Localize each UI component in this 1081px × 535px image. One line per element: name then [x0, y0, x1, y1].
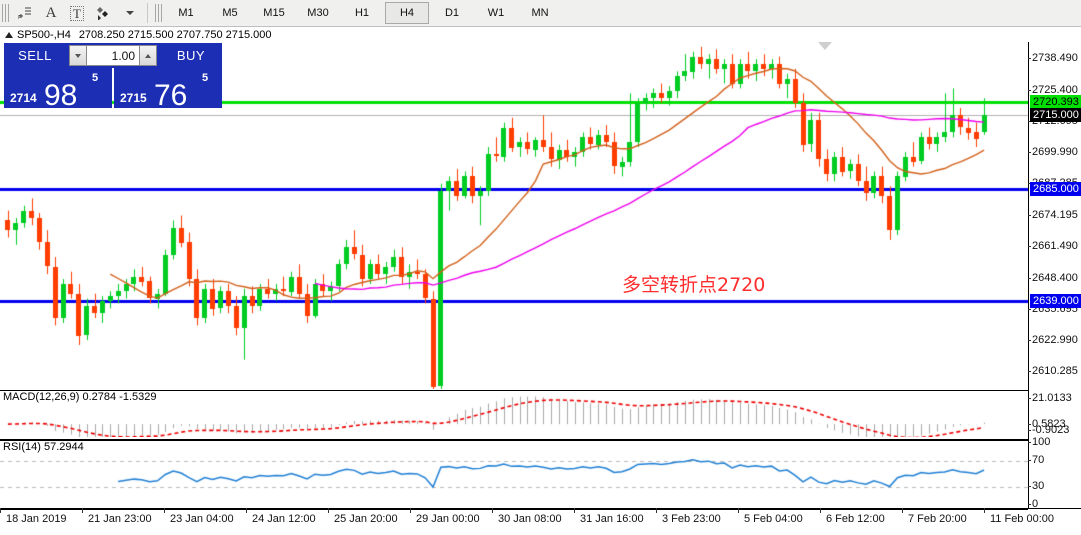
time-tick: 11 Feb 00:00 — [983, 508, 1055, 525]
timeframe-mn[interactable]: MN — [531, 7, 549, 19]
time-tick: 24 Jan 12:00 — [246, 508, 316, 525]
timeframe-group: M1 M5 M15 M30 H1 H4 D1 W1 MN — [165, 2, 561, 24]
time-tick: 3 Feb 23:00 — [656, 508, 721, 525]
price-tick: 2725.400 — [1028, 83, 1078, 96]
objects-dropdown-arrow[interactable] — [116, 2, 142, 24]
symbol-name: SP500-,H4 — [17, 28, 71, 41]
price-tick: 2610.285 — [1028, 365, 1078, 378]
time-tick: 29 Jan 00:00 — [410, 508, 480, 525]
chart-shift-marker-icon[interactable] — [818, 42, 832, 50]
toolbar-drag-handle[interactable] — [2, 4, 9, 22]
timeframe-m15[interactable]: M15 — [263, 7, 285, 19]
rsi-label: RSI(14) 57.2944 — [3, 441, 84, 453]
chart-annotation-text: 多空转折点2720 — [622, 274, 766, 296]
volume-field-wrap: 1.00 — [66, 43, 160, 68]
macd-tick: 0.5823 — [1028, 418, 1066, 430]
price-tick: 2699.990 — [1028, 145, 1078, 158]
timeframe-m5[interactable]: M5 — [222, 7, 238, 19]
buy-price-display[interactable]: 2715 76 5 — [114, 68, 222, 112]
macd-tick: 21.0133 — [1028, 392, 1072, 404]
timeframe-w1[interactable]: W1 — [487, 7, 505, 19]
rsi-tick: 30 — [1027, 480, 1045, 493]
rsi-tick: 70 — [1027, 453, 1045, 466]
toolbar-separator — [147, 3, 148, 23]
price-tick: 2622.990 — [1028, 334, 1078, 347]
time-tick: 30 Jan 08:00 — [492, 508, 562, 525]
objects-icon[interactable] — [90, 2, 116, 24]
text-A-icon[interactable]: A — [45, 4, 57, 21]
top-toolbar: F A T M1 M5 M15 M30 H1 H4 D1 W1 MN — [0, 0, 1081, 27]
one-click-trading-panel: SELL 1.00 BUY 2714 98 5 2715 76 5 — [4, 43, 222, 112]
symbol-ohlc: 2708.250 2715.500 2707.750 2715.000 — [78, 28, 272, 41]
price-label-resistance[interactable]: 2720.393 — [1030, 95, 1081, 110]
time-tick: 21 Jan 23:00 — [82, 508, 152, 525]
sell-price-display[interactable]: 2714 98 5 — [4, 68, 112, 112]
price-tick: 2738.490 — [1028, 51, 1078, 64]
rsi-panel[interactable]: RSI(14) 57.2944 — [0, 440, 1028, 510]
rsi-tick: 0 — [1027, 498, 1039, 510]
volume-decrement-button[interactable] — [69, 45, 87, 66]
price-tick: 2648.400 — [1028, 272, 1078, 285]
time-tick: 18 Jan 2019 — [0, 508, 67, 525]
timeframe-h4[interactable]: H4 — [385, 2, 429, 24]
timeframe-h1[interactable]: H1 — [354, 7, 370, 19]
price-tick: 2661.490 — [1028, 240, 1078, 253]
quote-row: 2714 98 5 2715 76 5 — [4, 68, 222, 112]
macd-tick: -0.9023 — [1027, 424, 1070, 436]
buy-price-fraction: 5 — [202, 72, 209, 84]
buy-price-big: 76 — [154, 79, 188, 112]
timeframe-d1[interactable]: D1 — [444, 7, 460, 19]
sell-price-prefix: 2714 — [10, 91, 37, 105]
macd-panel[interactable]: MACD(12,26,9) 0.2784 -1.5329 — [0, 390, 1028, 440]
time-tick: 5 Feb 04:00 — [738, 508, 803, 525]
price-label-support-upper[interactable]: 2685.000 — [1030, 181, 1081, 196]
price-label-last[interactable]: 2715.000 — [1030, 108, 1081, 123]
symbol-info-line: SP500-,H4 2708.250 2715.500 2707.750 271… — [0, 27, 272, 42]
macd-label: MACD(12,26,9) 0.2784 -1.5329 — [3, 391, 157, 403]
sell-price-big: 98 — [44, 79, 78, 112]
macd-canvas — [0, 391, 1028, 437]
timeframe-m30[interactable]: M30 — [307, 7, 329, 19]
crosshair-icon[interactable]: F — [12, 2, 38, 24]
volume-increment-button[interactable] — [139, 45, 157, 66]
volume-input[interactable]: 1.00 — [87, 45, 139, 66]
price-label-support-lower[interactable]: 2639.000 — [1030, 294, 1081, 309]
time-tick: 7 Feb 20:00 — [902, 508, 967, 525]
text-label-icon[interactable]: T — [64, 2, 90, 24]
collapse-triangle-icon[interactable] — [5, 31, 13, 38]
time-tick: 31 Jan 16:00 — [574, 508, 644, 525]
time-tick: 6 Feb 12:00 — [820, 508, 885, 525]
price-tick: 2674.195 — [1028, 209, 1078, 222]
price-axis[interactable]: 2738.4902725.4002712.6952699.9902687.285… — [1027, 42, 1081, 510]
time-axis[interactable]: 18 Jan 2019 21 Jan 23:00 23 Jan 04:00 24 Ja… — [0, 508, 1081, 535]
sell-button[interactable]: SELL — [4, 43, 66, 68]
svg-text:F: F — [18, 15, 21, 20]
timeframe-m1[interactable]: M1 — [178, 7, 194, 19]
rsi-tick: 100 — [1027, 436, 1051, 448]
rsi-canvas — [0, 441, 1028, 507]
timeframe-drag-handle[interactable] — [155, 4, 162, 22]
buy-button[interactable]: BUY — [160, 43, 222, 68]
sell-price-fraction: 5 — [92, 72, 99, 84]
deal-header: SELL 1.00 BUY — [4, 43, 222, 68]
chart-stage: 多空转折点2720 MACD(12,26,9) 0.2784 -1.5329 R… — [0, 42, 1081, 534]
time-tick: 23 Jan 04:00 — [164, 508, 234, 525]
buy-price-prefix: 2715 — [120, 91, 147, 105]
time-tick: 25 Jan 20:00 — [328, 508, 398, 525]
